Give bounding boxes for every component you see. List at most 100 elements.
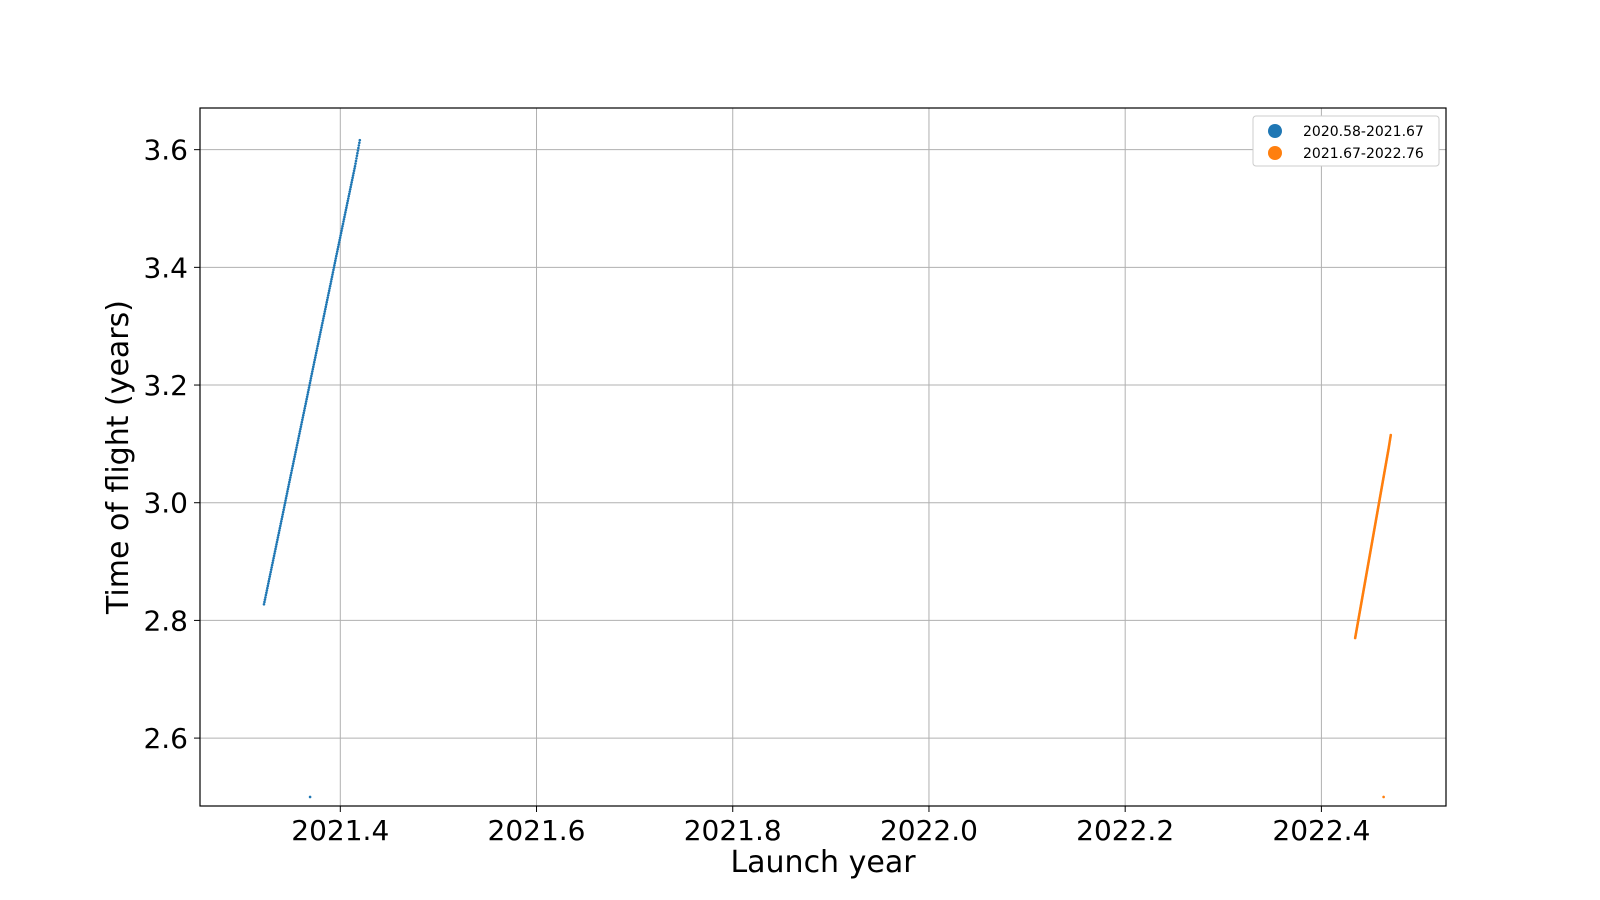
data-point — [304, 402, 307, 406]
data-point — [290, 466, 294, 470]
data-point — [304, 400, 308, 403]
data-point — [311, 365, 315, 369]
data-point — [273, 552, 276, 555]
data-point — [316, 342, 320, 346]
data-point — [310, 372, 314, 376]
data-point — [324, 307, 327, 311]
data-point — [277, 533, 280, 537]
data-point — [265, 589, 269, 592]
data-point — [301, 416, 305, 419]
data-point — [332, 266, 336, 269]
data-point — [294, 448, 298, 452]
x-tick-label: 2021.6 — [488, 814, 586, 847]
data-point — [311, 367, 315, 371]
data-point — [314, 351, 318, 355]
data-point — [339, 231, 343, 235]
data-point — [317, 337, 321, 341]
data-point — [305, 397, 308, 401]
data-point — [312, 360, 316, 364]
data-point — [297, 436, 300, 440]
data-point — [290, 469, 294, 472]
data-point — [283, 501, 287, 505]
data-point — [288, 480, 291, 484]
data-point — [301, 418, 304, 422]
data-point — [322, 314, 326, 318]
data-point — [276, 536, 280, 539]
data-point — [275, 540, 279, 544]
y-tick-label: 3.0 — [143, 487, 188, 520]
data-point — [280, 517, 284, 521]
data-point — [273, 549, 277, 553]
y-tick-label: 3.6 — [143, 134, 188, 167]
data-point — [285, 494, 288, 498]
data-point — [291, 464, 295, 468]
data-point — [319, 328, 323, 332]
data-point — [327, 291, 330, 295]
data-point — [269, 568, 273, 571]
data-point — [305, 395, 309, 399]
data-point — [306, 390, 310, 394]
data-point — [298, 432, 301, 435]
data-point — [275, 543, 278, 546]
data-point — [264, 596, 267, 599]
data-point — [296, 441, 299, 445]
data-point — [314, 353, 317, 357]
data-point — [294, 450, 297, 454]
data-point — [263, 600, 266, 604]
data-point — [334, 259, 337, 263]
data-point — [268, 575, 272, 578]
data-point — [320, 323, 324, 327]
data-point — [338, 236, 342, 239]
data-point — [345, 206, 348, 210]
data-point — [271, 561, 274, 565]
data-point — [278, 526, 282, 530]
series-1 — [262, 138, 362, 799]
legend-label: 2020.58-2021.67 — [1303, 124, 1424, 140]
data-point — [340, 227, 344, 230]
data-point — [267, 577, 271, 581]
x-tick-label: 2022.4 — [1272, 814, 1370, 847]
data-point — [355, 154, 359, 158]
data-point — [344, 211, 347, 214]
data-point — [298, 430, 302, 433]
legend-label: 2021.67-2022.76 — [1303, 146, 1424, 162]
data-point — [270, 563, 274, 567]
x-axis-label: Launch year — [730, 845, 916, 880]
data-point — [354, 162, 357, 165]
data-point — [317, 340, 320, 343]
data-point — [347, 192, 351, 196]
data-point — [347, 194, 351, 198]
series-2 — [1353, 433, 1393, 799]
data-point — [307, 388, 310, 392]
data-point — [300, 423, 303, 426]
data-point — [329, 280, 333, 283]
data-point — [343, 213, 347, 216]
data-points — [262, 138, 1393, 799]
data-point — [299, 425, 303, 429]
legend: 2020.58-2021.67 2021.67-2022.76 — [1252, 115, 1440, 167]
data-point — [319, 330, 322, 334]
data-point — [352, 169, 356, 173]
data-point — [282, 508, 285, 512]
data-point — [295, 443, 299, 447]
data-point — [322, 317, 325, 320]
data-point — [307, 386, 311, 389]
data-point — [289, 476, 292, 479]
data-point — [308, 381, 312, 385]
data-point — [341, 224, 344, 228]
data-point — [262, 602, 266, 606]
data-point — [306, 393, 309, 396]
data-point — [281, 510, 285, 514]
data-point — [354, 159, 358, 163]
data-point — [358, 138, 362, 142]
legend-box — [1252, 115, 1440, 167]
legend-marker — [1268, 146, 1282, 160]
data-point — [316, 344, 319, 348]
data-point — [309, 379, 312, 382]
data-point — [308, 383, 311, 387]
data-point — [349, 183, 353, 186]
y-tick-label: 3.4 — [143, 251, 188, 284]
data-point — [302, 409, 306, 412]
data-point — [350, 178, 354, 182]
